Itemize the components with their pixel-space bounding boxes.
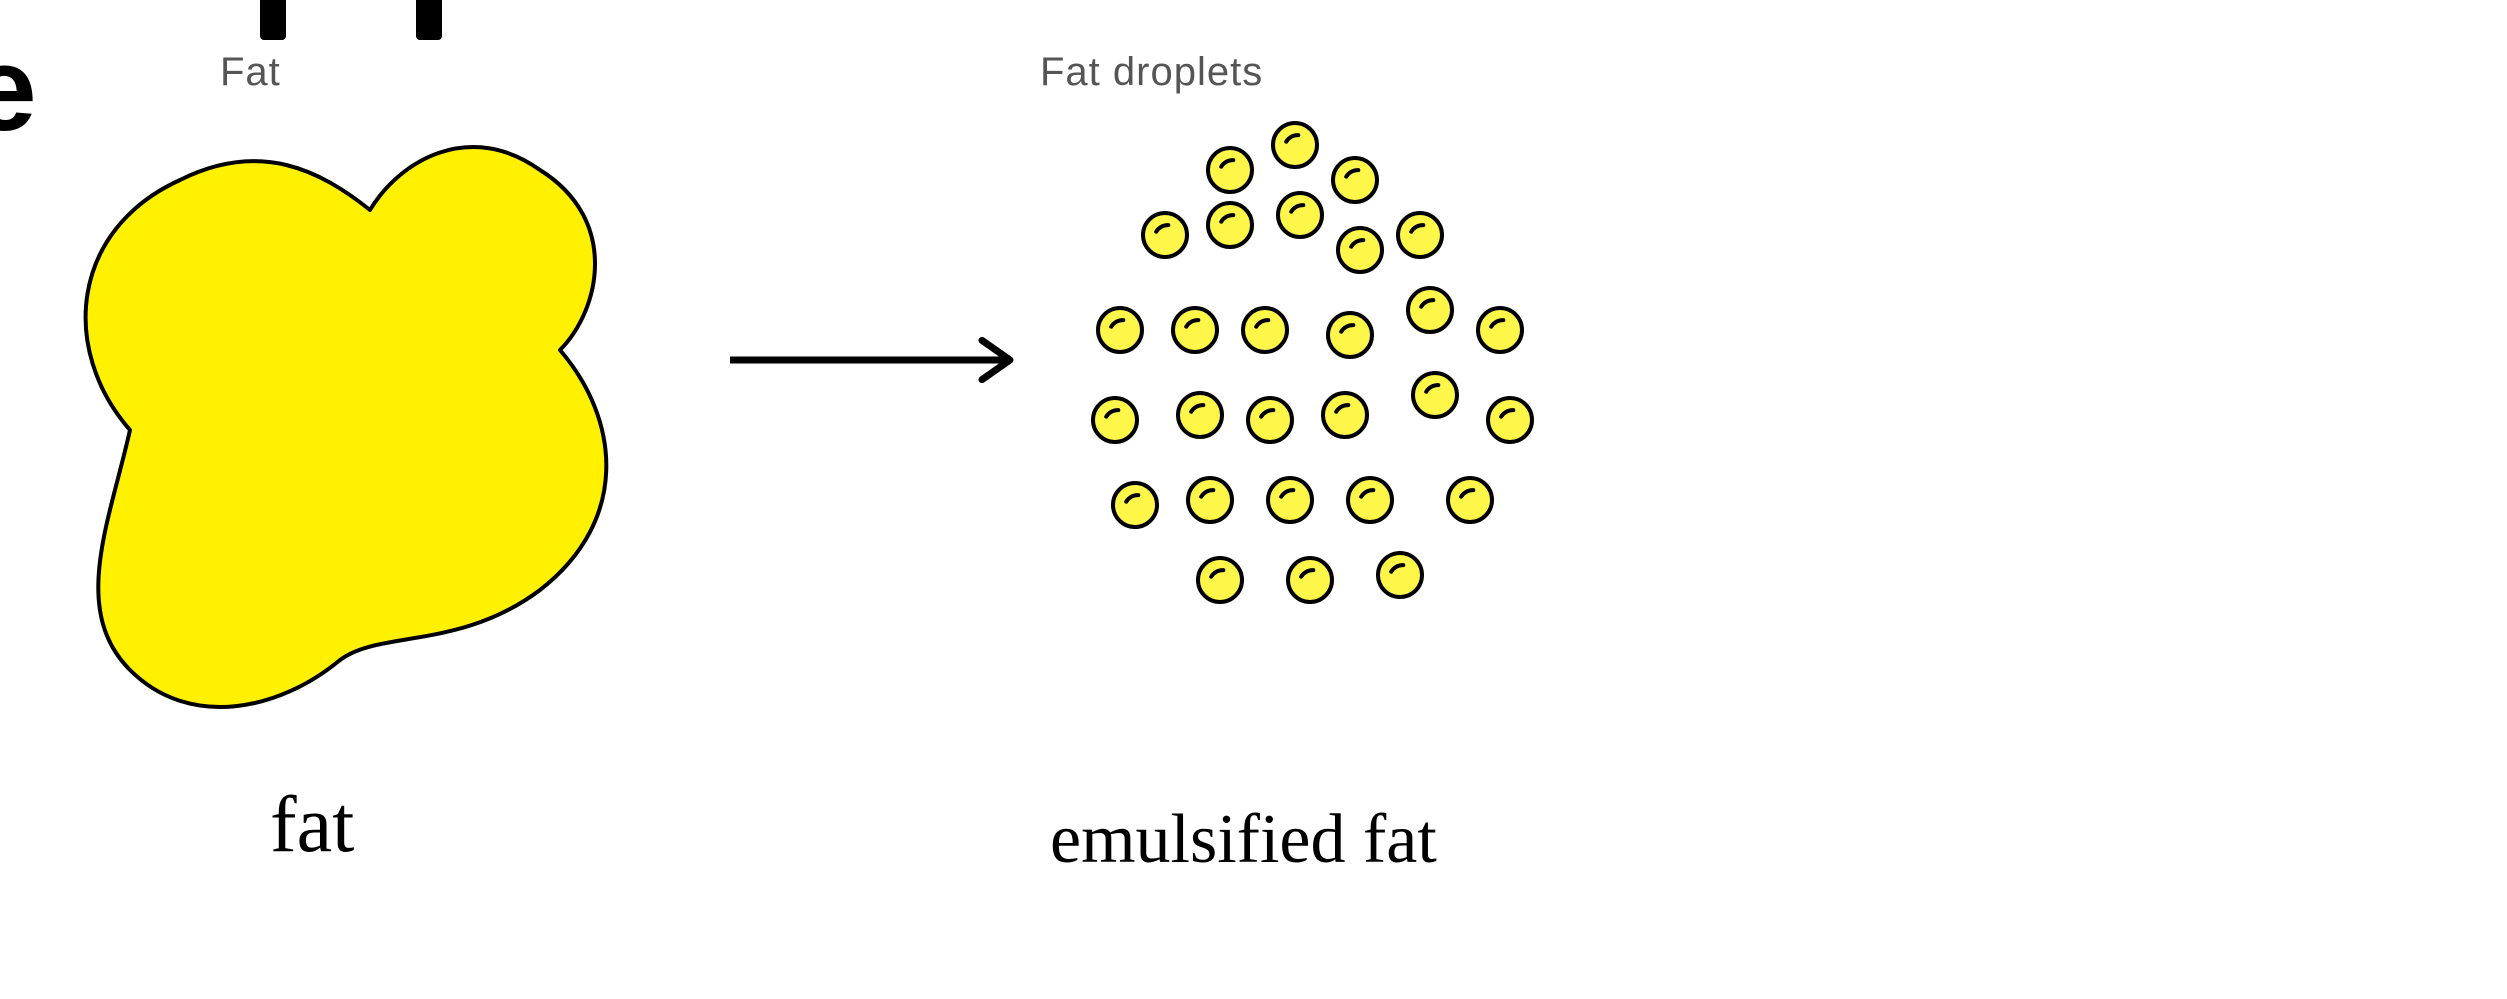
label-fat-handwritten: fat <box>270 780 354 871</box>
fat-droplet <box>1448 478 1492 522</box>
fat-droplet <box>1398 213 1442 257</box>
fat-droplet <box>1278 193 1322 237</box>
fat-droplet <box>1378 553 1422 597</box>
fat-droplet <box>1333 158 1377 202</box>
fat-droplet <box>1098 308 1142 352</box>
fat-droplet <box>1348 478 1392 522</box>
fat-droplet <box>1268 478 1312 522</box>
fat-droplet <box>1113 483 1157 527</box>
fat-blob <box>86 147 607 707</box>
fat-droplet <box>1338 228 1382 272</box>
fat-droplet <box>1198 558 1242 602</box>
fat-droplet <box>1408 288 1452 332</box>
fat-droplet <box>1173 308 1217 352</box>
fat-droplet <box>1178 393 1222 437</box>
fat-droplet <box>1288 558 1332 602</box>
fat-droplet <box>1488 398 1532 442</box>
fat-droplet <box>1093 398 1137 442</box>
fat-droplet <box>1188 478 1232 522</box>
label-emulsified-handwritten: emulsified fat <box>1050 800 1437 880</box>
fat-droplet <box>1243 308 1287 352</box>
fat-droplet <box>1273 123 1317 167</box>
fat-droplet <box>1328 313 1372 357</box>
fat-droplet <box>1478 308 1522 352</box>
fat-droplet <box>1248 398 1292 442</box>
diagram-canvas: e Fat Fat droplets fat emulsified fat <box>0 0 2507 999</box>
fat-droplet <box>1208 148 1252 192</box>
fat-droplet <box>1413 373 1457 417</box>
fat-droplet <box>1143 213 1187 257</box>
fat-droplet <box>1323 393 1367 437</box>
fat-droplet <box>1208 203 1252 247</box>
droplet-cluster <box>1093 123 1532 602</box>
